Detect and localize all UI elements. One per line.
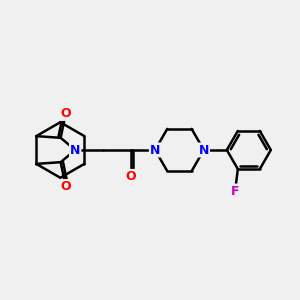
Text: N: N (199, 143, 209, 157)
Text: O: O (60, 180, 71, 193)
Text: O: O (125, 170, 136, 183)
Text: F: F (231, 184, 239, 198)
Text: N: N (150, 143, 160, 157)
Text: N: N (70, 143, 80, 157)
Text: O: O (60, 107, 71, 120)
